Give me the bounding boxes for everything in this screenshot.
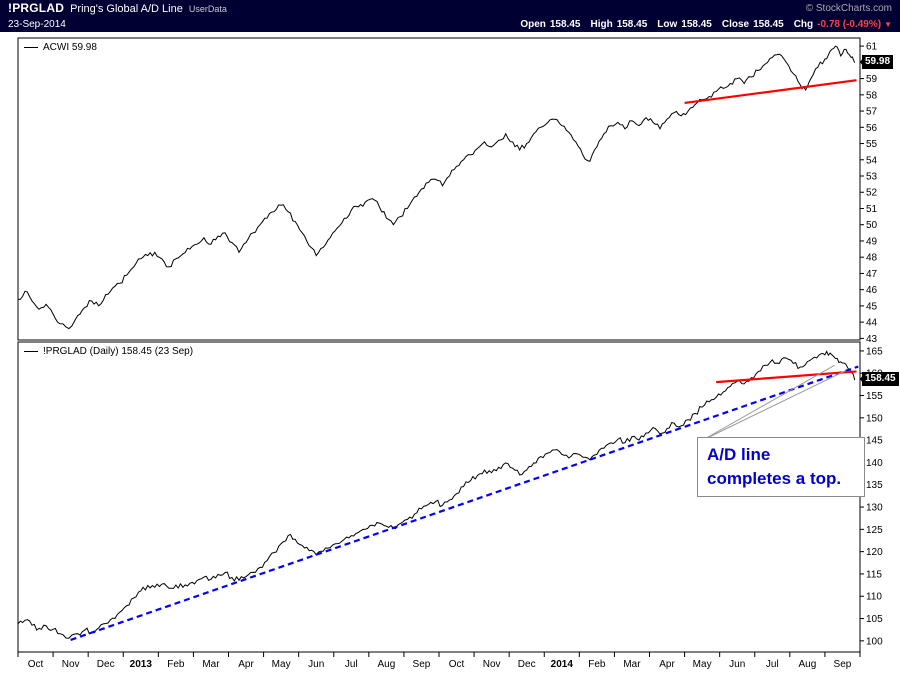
y-axis-tick-label: 165 <box>866 346 883 357</box>
y-axis-tick-label: 52 <box>866 188 878 199</box>
annotation-pointer-line <box>700 370 847 442</box>
x-axis-month-label: Dec <box>518 659 536 670</box>
y-axis-tick-label: 155 <box>866 391 883 402</box>
y-axis-tick-label: 45 <box>866 301 878 312</box>
header-quote-row: 23-Sep-2014 Open 158.45 High 158.45 Low … <box>0 16 900 32</box>
x-axis-month-label: Dec <box>97 659 115 670</box>
ohlc-quote: Open 158.45 High 158.45 Low 158.45 Close… <box>510 19 892 30</box>
y-axis-tick-label: 47 <box>866 269 878 280</box>
y-axis-tick-label: 50 <box>866 220 878 231</box>
x-axis-month-label: Jun <box>729 659 745 670</box>
x-axis-month-label: May <box>693 659 712 670</box>
annotation-text-line1: A/D line <box>707 445 771 464</box>
annotation-text-line2: completes a top. <box>707 468 842 488</box>
y-axis-tick-label: 140 <box>866 458 883 469</box>
legend-line-sample-icon <box>24 47 38 48</box>
dashed-support-trendline <box>70 365 859 641</box>
y-axis-tick-label: 57 <box>866 107 878 118</box>
last-price-label-acwi: 59.98 <box>859 55 894 69</box>
panel-border-0 <box>17 37 861 341</box>
x-axis-month-label: Sep <box>834 659 852 670</box>
y-axis-tick-label: 100 <box>866 636 883 647</box>
y-axis-tick-label: 125 <box>866 525 883 536</box>
open-value: 158.45 <box>549 18 581 30</box>
annotation-pointer-line <box>700 364 835 442</box>
y-axis-tick-label: 46 <box>866 285 878 296</box>
header-title-row: !PRGLAD Pring's Global A/D Line UserData ©… <box>0 0 900 16</box>
y-axis-tick-label: 105 <box>866 614 883 625</box>
red-trendline <box>716 370 857 384</box>
PRGLAD-price-line <box>17 350 856 639</box>
y-axis-tick-label: 120 <box>866 547 883 558</box>
symbol: !PRGLAD <box>8 1 65 15</box>
chart-header: !PRGLAD Pring's Global A/D Line UserData ©… <box>0 0 900 32</box>
stockcharts-copyright: © StockCharts.com <box>805 2 892 14</box>
top-panel-legend: ACWI 59.98 <box>24 42 97 53</box>
x-axis-month-label: Oct <box>449 659 465 670</box>
ACWI-price-line <box>18 45 856 330</box>
x-axis-month-label: Apr <box>659 659 675 670</box>
data-source-tag: UserData <box>188 4 227 14</box>
x-axis-month-label: Mar <box>623 659 641 670</box>
header-title-left: !PRGLAD Pring's Global A/D Line UserData <box>8 0 227 17</box>
chart-title: Pring's Global A/D Line <box>70 3 183 15</box>
close-value: 158.45 <box>753 18 784 30</box>
y-axis-tick-label: 150 <box>866 413 883 424</box>
high-value: 158.45 <box>616 18 648 30</box>
chg-value: -0.78 (-0.49%) <box>817 18 882 30</box>
quote-date: 23-Sep-2014 <box>8 18 66 30</box>
red-trendline <box>684 79 857 105</box>
x-axis-month-label: Feb <box>588 659 606 670</box>
y-axis-tick-label: 59 <box>866 74 878 85</box>
top-panel-legend-label: ACWI 59.98 <box>43 42 97 53</box>
y-axis-tick-label: 130 <box>866 503 883 514</box>
chg-label: Chg <box>793 18 814 30</box>
y-axis-tick-label: 58 <box>866 90 878 101</box>
x-axis-month-label: Aug <box>377 659 395 670</box>
open-label: Open <box>520 18 546 30</box>
panel-border-1 <box>17 341 861 653</box>
y-axis-tick-label: 44 <box>866 318 878 329</box>
bottom-panel-legend: !PRGLAD (Daily) 158.45 (23 Sep) <box>24 346 193 357</box>
x-axis-month-label: Mar <box>202 659 220 670</box>
high-label: High <box>590 18 613 30</box>
x-axis-month-label: Aug <box>798 659 816 670</box>
y-axis-tick-label: 56 <box>866 123 878 134</box>
close-label: Close <box>721 18 750 30</box>
y-axis-tick-label: 51 <box>866 204 878 215</box>
y-axis-tick-label: 135 <box>866 480 883 491</box>
x-axis-month-label: Jul <box>345 659 358 670</box>
y-axis-tick-label: 110 <box>866 592 882 603</box>
low-value: 158.45 <box>681 18 712 30</box>
y-axis-tick-label: 48 <box>866 253 878 264</box>
x-axis-month-label: 2013 <box>130 659 153 670</box>
x-axis-month-label: Feb <box>167 659 185 670</box>
x-axis-month-label: Jun <box>308 659 324 670</box>
bottom-panel-legend-label: !PRGLAD (Daily) 158.45 (23 Sep) <box>43 346 194 357</box>
y-axis-tick-label: 145 <box>866 436 883 447</box>
x-axis-month-label: Sep <box>413 659 431 670</box>
x-axis-month-label: Jul <box>766 659 779 670</box>
y-axis-tick-label: 61 <box>866 42 878 53</box>
x-axis-month-label: Nov <box>483 659 501 670</box>
y-axis-tick-label: 55 <box>866 139 878 150</box>
x-axis-month-label: 2014 <box>551 659 574 670</box>
annotation-callout: A/D line completes a top. <box>697 437 865 497</box>
low-label: Low <box>657 18 678 30</box>
y-axis-tick-label: 54 <box>866 155 878 166</box>
y-axis-tick-label: 115 <box>866 569 882 580</box>
x-axis-month-label: Apr <box>238 659 254 670</box>
y-axis-tick-label: 49 <box>866 236 878 247</box>
chg-down-arrow-icon: ▼ <box>884 19 892 29</box>
legend-line-sample-icon <box>24 351 38 352</box>
y-axis-tick-label: 43 <box>866 334 878 345</box>
last-price-label-prglad: 158.45 <box>860 372 899 386</box>
x-axis-month-label: Oct <box>28 659 44 670</box>
x-axis-month-label: Nov <box>62 659 80 670</box>
y-axis-tick-label: 53 <box>866 172 878 183</box>
x-axis-month-label: May <box>272 659 291 670</box>
